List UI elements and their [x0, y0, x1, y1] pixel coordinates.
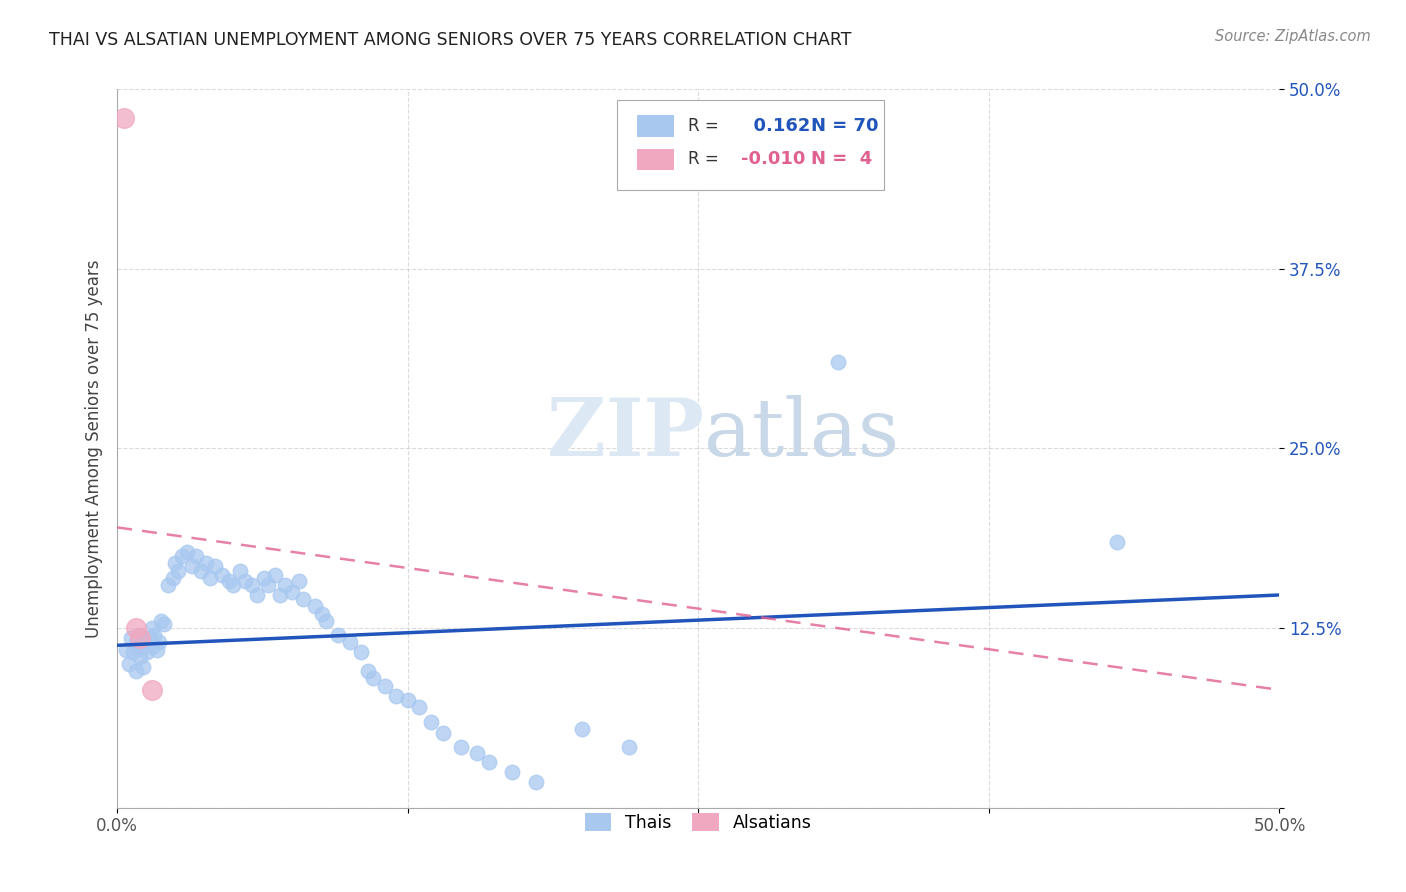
Point	[218, 574, 240, 588]
Point	[385, 689, 408, 703]
Point	[125, 621, 148, 635]
Y-axis label: Unemployment Among Seniors over 75 years: Unemployment Among Seniors over 75 years	[86, 259, 103, 638]
Point	[141, 640, 163, 654]
Point	[373, 679, 395, 693]
Point	[204, 559, 226, 574]
Point	[229, 564, 252, 578]
Text: ZIP: ZIP	[547, 395, 704, 473]
Point	[194, 557, 217, 571]
Point	[350, 645, 373, 659]
Point	[186, 549, 208, 563]
Text: N = 70: N = 70	[811, 117, 879, 136]
Point	[257, 578, 280, 592]
Point	[129, 649, 152, 664]
Point	[129, 640, 152, 654]
Point	[571, 722, 593, 736]
Point	[292, 592, 315, 607]
Point	[304, 599, 326, 614]
Point	[246, 588, 269, 602]
Point	[396, 693, 419, 707]
Point	[280, 585, 302, 599]
Point	[1105, 534, 1128, 549]
Point	[467, 746, 489, 760]
Point	[180, 559, 202, 574]
Point	[357, 664, 380, 678]
Point	[162, 571, 184, 585]
Point	[190, 564, 212, 578]
Point	[166, 564, 188, 578]
Point	[134, 635, 156, 649]
Point	[148, 635, 170, 649]
Point	[311, 607, 333, 621]
Point	[269, 588, 291, 602]
Point	[141, 621, 163, 635]
Point	[361, 672, 384, 686]
Point	[118, 657, 141, 671]
Text: R =: R =	[688, 151, 724, 169]
Point	[450, 740, 472, 755]
Point	[127, 628, 149, 642]
Point	[112, 111, 135, 125]
Point	[233, 574, 256, 588]
Point	[315, 614, 337, 628]
Point	[125, 635, 148, 649]
Point	[150, 614, 173, 628]
Point	[326, 628, 349, 642]
Point	[198, 571, 221, 585]
Text: atlas: atlas	[704, 395, 900, 473]
FancyBboxPatch shape	[617, 100, 884, 189]
Point	[432, 726, 454, 740]
Point	[524, 775, 547, 789]
Point	[617, 740, 640, 755]
Point	[132, 660, 155, 674]
Point	[157, 578, 180, 592]
Point	[129, 631, 152, 645]
Bar	[637, 149, 673, 170]
Point	[408, 700, 430, 714]
Point	[339, 635, 361, 649]
Point	[165, 557, 187, 571]
Point	[264, 567, 287, 582]
Text: -0.010: -0.010	[741, 151, 806, 169]
Point	[143, 628, 166, 642]
Point	[478, 755, 501, 769]
Point	[501, 764, 523, 779]
Legend: Thais, Alsatians: Thais, Alsatians	[578, 806, 818, 838]
Point	[253, 571, 276, 585]
Point	[240, 578, 263, 592]
Point	[125, 664, 148, 678]
Point	[145, 642, 167, 657]
Text: THAI VS ALSATIAN UNEMPLOYMENT AMONG SENIORS OVER 75 YEARS CORRELATION CHART: THAI VS ALSATIAN UNEMPLOYMENT AMONG SENI…	[49, 31, 852, 49]
Bar	[637, 115, 673, 137]
Text: R =: R =	[688, 117, 724, 136]
Point	[222, 578, 245, 592]
Point	[136, 645, 159, 659]
Point	[827, 355, 849, 369]
Point	[211, 567, 233, 582]
Text: 0.162: 0.162	[741, 117, 811, 136]
Point	[287, 574, 309, 588]
Point	[115, 642, 138, 657]
Text: N =  4: N = 4	[811, 151, 872, 169]
Point	[120, 631, 142, 645]
Point	[152, 616, 174, 631]
Point	[420, 714, 443, 729]
Text: Source: ZipAtlas.com: Source: ZipAtlas.com	[1215, 29, 1371, 44]
Point	[172, 549, 194, 563]
Point	[176, 545, 198, 559]
Point	[273, 578, 295, 592]
Point	[138, 631, 160, 645]
Point	[122, 645, 145, 659]
Point	[141, 682, 163, 697]
